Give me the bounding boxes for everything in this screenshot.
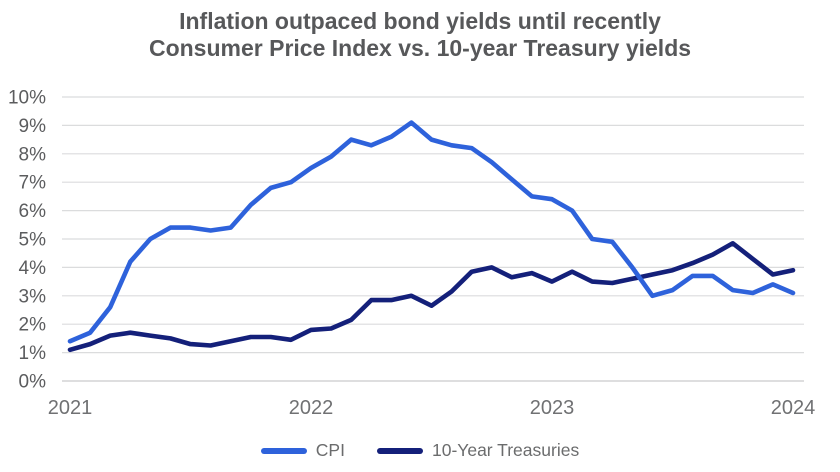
- chart-title-line1: Inflation outpaced bond yields until rec…: [179, 8, 661, 34]
- x-tick-label-2022: 2022: [289, 397, 334, 419]
- x-tick-label-2021: 2021: [48, 397, 93, 419]
- x-tick-label-2024: 2024: [771, 397, 816, 419]
- legend-label-cpi: CPI: [315, 440, 345, 460]
- treasury-line: [67, 241, 796, 353]
- treasury-line-swatch: [376, 447, 423, 454]
- y-tick-label-10pct: 10%: [8, 88, 46, 109]
- y-tick-label-9pct: 9%: [19, 116, 47, 137]
- cpi-line: [67, 120, 796, 344]
- y-tick-label-4pct: 4%: [19, 258, 47, 279]
- y-tick-label-7pct: 7%: [19, 173, 47, 194]
- y-tick-label-6pct: 6%: [19, 201, 47, 222]
- legend-item-cpi: CPI: [260, 440, 345, 461]
- chart-title-line2: Consumer Price Index vs. 10-year Treasur…: [148, 35, 692, 61]
- y-tick-label-0pct: 0%: [19, 372, 47, 393]
- legend-label-treasuries: 10-Year Treasuries: [431, 440, 580, 460]
- y-tick-label-1pct: 1%: [19, 343, 47, 364]
- x-tick-label-2023: 2023: [530, 397, 575, 419]
- y-tick-label-5pct: 5%: [19, 230, 47, 251]
- cpi-line-swatch: [260, 447, 307, 454]
- chart-title: Inflation outpaced bond yields until rec…: [0, 8, 840, 62]
- chart-legend: CPI 10-Year Treasuries: [0, 440, 840, 461]
- y-tick-label-8pct: 8%: [19, 144, 47, 165]
- y-tick-label-2pct: 2%: [19, 315, 47, 336]
- y-tick-label-3pct: 3%: [19, 286, 47, 307]
- legend-item-treasuries: 10-Year Treasuries: [376, 440, 580, 461]
